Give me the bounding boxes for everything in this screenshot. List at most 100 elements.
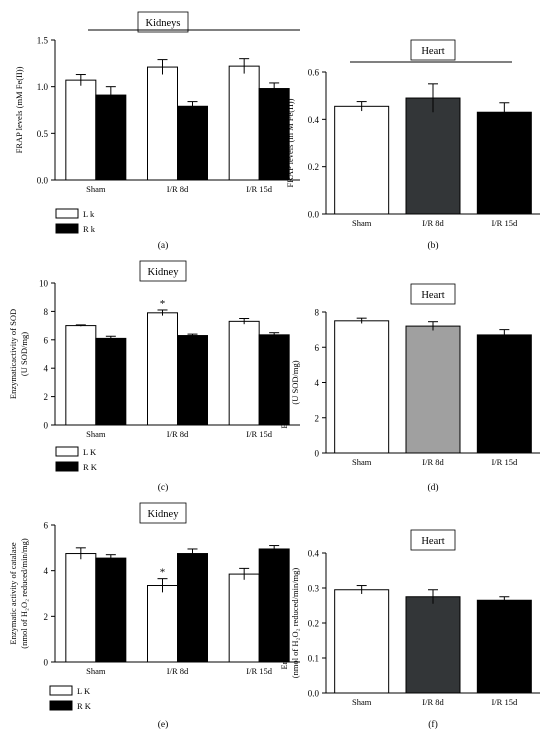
legend-label: L k — [83, 209, 95, 219]
y-tick-label: 8 — [315, 308, 320, 318]
x-tick-label: I/R 8d — [167, 666, 189, 676]
panel-label: (d) — [427, 482, 438, 493]
bar — [476, 334, 532, 454]
bar — [405, 325, 461, 454]
x-tick-label: Sham — [352, 697, 372, 707]
chart-title: Heart — [421, 46, 444, 57]
bar — [177, 105, 208, 181]
legend-swatch — [55, 446, 79, 457]
chart-title: Kidneys — [146, 18, 181, 29]
bar — [65, 79, 97, 181]
legend-label: R K — [77, 701, 92, 711]
x-tick-label: I/R 8d — [422, 218, 444, 228]
y-tick-label: 0.2 — [308, 162, 319, 172]
y-tick-label: 0.3 — [308, 584, 320, 594]
bar — [258, 334, 290, 426]
bar — [228, 320, 260, 426]
y-tick-label: 0.4 — [308, 549, 320, 559]
chart-title-box — [137, 11, 189, 33]
chart-panel-6: Heart 0.0 0.1 0.2 0.3 0.4 Enzymatic activity c… — [279, 529, 540, 730]
bar — [147, 312, 178, 426]
x-tick-label: I/R 15d — [491, 218, 517, 228]
x-tick-label: I/R 8d — [167, 184, 189, 194]
panel-label: (e) — [158, 719, 169, 730]
chart-title: Kidney — [148, 509, 180, 520]
legend-swatch — [55, 223, 79, 234]
y-axis-label-2: (nmol of H₂O₂ reduced/min/mg) — [19, 538, 29, 649]
y-axis-label: Enzymaticactivity of SOD — [8, 309, 18, 399]
y-axis-label: Enzymatic activity catalase — [279, 576, 289, 669]
bar — [476, 111, 532, 215]
y-axis-label-2: (U SOD/mg) — [290, 360, 300, 404]
bar — [476, 599, 532, 694]
panel-label: (b) — [427, 240, 438, 251]
y-tick-label: 0 — [315, 449, 320, 459]
y-tick-label: 10 — [39, 279, 49, 289]
x-tick-label: I/R 8d — [422, 697, 444, 707]
x-tick-label: Sham — [86, 184, 106, 194]
bar — [405, 596, 461, 694]
y-tick-label: 0.5 — [37, 129, 49, 139]
y-tick-label: 0.1 — [308, 654, 319, 664]
chart-title-box — [139, 502, 187, 524]
y-tick-label: 8 — [44, 307, 49, 317]
y-axis-label-2: (U SOD/mg) — [19, 332, 29, 376]
bar — [228, 65, 260, 181]
y-tick-label: 2 — [315, 413, 320, 423]
significance-asterisk: * — [160, 298, 166, 310]
x-tick-label: Sham — [86, 429, 106, 439]
legend-label: L K — [83, 447, 97, 457]
legend-swatch — [55, 208, 79, 219]
x-tick-label: I/R 15d — [246, 666, 272, 676]
y-tick-label: 1.0 — [37, 82, 49, 92]
chart-panel-5: Kidney 0 2 4 6 Enzymatic activity of catalase… — [8, 502, 300, 730]
y-tick-label: 4 — [44, 364, 49, 374]
y-axis-label: FRAP levels (m M Fe(II)) — [285, 98, 295, 187]
y-tick-label: 0 — [44, 421, 49, 431]
x-tick-label: I/R 8d — [422, 457, 444, 467]
x-tick-label: I/R 15d — [491, 697, 517, 707]
bar — [65, 325, 97, 426]
y-tick-label: 0.2 — [308, 619, 319, 629]
legend-label: R K — [83, 462, 98, 472]
bar — [177, 335, 208, 426]
y-tick-label: 1.5 — [37, 36, 49, 46]
y-tick-label: 6 — [44, 521, 49, 531]
x-tick-label: Sham — [352, 457, 372, 467]
bar — [334, 589, 390, 694]
legend-swatch — [49, 685, 73, 696]
bar — [147, 66, 178, 181]
bar — [95, 557, 127, 663]
bar — [147, 585, 178, 663]
y-tick-label: 4 — [315, 378, 320, 388]
panel-label: (a) — [158, 240, 169, 251]
bar — [258, 88, 290, 181]
chart-title-box — [139, 260, 187, 282]
chart-title-box — [410, 39, 456, 61]
x-tick-label: I/R 8d — [167, 429, 189, 439]
y-axis-label: FRAP levels (mM Fe(II)) — [14, 66, 24, 153]
chart-panel-1: Kidneys 0.0 0.5 1.0 1.5 FRAP levels (mM Fe(II… — [14, 11, 300, 251]
bar — [65, 553, 97, 663]
significance-asterisk: * — [160, 567, 166, 579]
chart-title: Kidney — [148, 267, 180, 278]
bar — [334, 105, 390, 215]
y-tick-label: 6 — [315, 343, 320, 353]
y-tick-label: 4 — [44, 566, 49, 576]
chart-panel-2: Heart 0.0 0.2 0.4 0.6 FRAP levels (m M Fe(II)… — [285, 39, 540, 251]
bar — [228, 573, 260, 663]
bar — [405, 97, 461, 215]
bar — [258, 548, 290, 663]
y-axis-label: Enzymatic activity of SOD — [279, 336, 289, 428]
bar — [95, 94, 127, 181]
chart-panel-4: Heart 0 2 4 6 8 Enzymatic activity of SOD (U SO… — [279, 283, 540, 493]
chart-title-box — [410, 529, 456, 551]
y-tick-label: 0.4 — [308, 115, 320, 125]
y-tick-label: 2 — [44, 612, 49, 622]
legend-swatch — [49, 700, 73, 711]
y-axis-label: Enzymatic activity of catalase — [8, 542, 18, 644]
panel-label: (c) — [158, 482, 169, 493]
x-tick-label: Sham — [86, 666, 106, 676]
